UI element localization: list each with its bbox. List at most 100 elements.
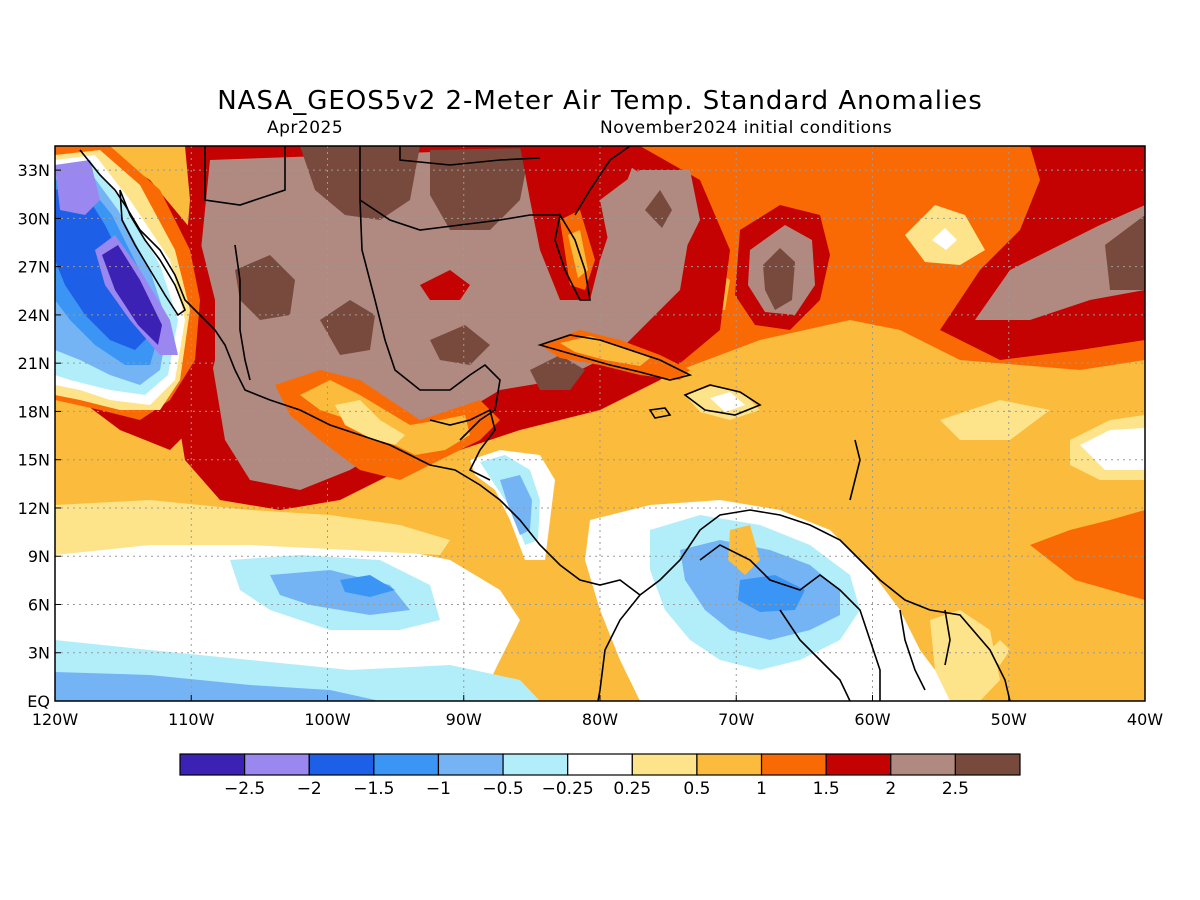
baja-california-outline [119,189,186,317]
anomaly-zone-yellow-brazil [930,610,1000,701]
anomaly-zone-brown-bahamas [600,170,700,270]
jamaica-outline [648,407,672,419]
colorbar-label: −1.5 [353,779,394,799]
colorbar-label: −1 [426,779,451,799]
colorbar-swatch [890,753,956,776]
anomaly-field [55,146,1145,701]
colorbar-label: 0.5 [683,779,710,799]
guyana-border [899,609,926,691]
lat-label: 6N [28,595,50,614]
lon-label: 80W [582,710,618,729]
colorbar-label: 2.5 [942,779,969,799]
colorbar-label: 1.5 [813,779,840,799]
colorbar-label: −2 [297,779,322,799]
anomaly-zone-lavender-pacific [55,160,100,215]
lat-label: 21N [18,354,50,373]
lon-label: 120W [32,710,79,729]
lat-label: 27N [18,258,50,277]
anomaly-zone-darkbrown-ne [1105,215,1145,290]
anomaly-zone-darkbrown-4 [430,148,530,230]
venezuela-colombia-border [699,544,881,701]
florida-outline [554,212,591,301]
colorbar-swatch [373,753,440,776]
lat-label: 15N [18,451,50,470]
lon-label: 60W [854,710,890,729]
anomaly-zone-sky-eq-pacific [55,672,380,701]
colorbar-swatch [179,753,246,776]
colorbar-label: −0.5 [482,779,523,799]
anomaly-zone-darkbrown-2 [235,255,295,320]
anomaly-zone-blue-south-america [738,575,805,612]
init-conditions-label: November2024 initial conditions [600,118,893,138]
colorbar-swatch [825,753,892,776]
map-title: NASA_GEOS5v2 2-Meter Air Temp. Standard … [217,86,983,116]
us-mexico-border [204,146,286,206]
atlantic-coast-us [574,146,631,216]
lon-label: 50W [991,710,1027,729]
anomaly-zone-darkbrown-6 [530,355,585,390]
anomaly-zone-blue-south-pacific [340,575,395,597]
colorbar-swatch [954,753,1021,776]
anomaly-zone-yellow-mexico [335,400,405,445]
colorbar-label: 1 [756,779,767,799]
colorbar-label: −2.5 [224,779,265,799]
lat-label: 9N [28,547,50,566]
lon-label: 70W [718,710,754,729]
brazil-border-west [779,609,851,701]
lat-label: 3N [28,644,50,663]
lat-label: 30N [18,209,50,228]
colorbar-swatch [631,753,698,776]
cuba-outline [537,334,693,381]
lat-label: 33N [18,161,50,180]
lon-label: 100W [304,710,351,729]
anomaly-zone-yellow-south-pacific [55,500,450,555]
colorbar: −2.5 −2 −1.5 −1 −0.5 −0.25 0.25 0.5 1 1.5 2 2.5 [179,753,1021,799]
lon-label: 110W [168,710,215,729]
lon-label: 40W [1127,710,1163,729]
gulf-coast-north [359,199,560,231]
lon-label: 90W [446,710,482,729]
anomaly-zone-darkbrown-5 [430,325,490,365]
gulf-of-california-coast [234,244,251,381]
anomaly-zone-indigo-baja [102,245,162,345]
latitude-labels: 33N 30N 27N 24N 21N 18N 15N 12N 9N 6N 3N EQ [18,161,61,711]
colorbar-swatch [760,753,827,776]
colorbar-swatch [308,753,375,776]
anomaly-zone-brown-ne [975,205,1145,320]
colorbar-label: 0.25 [613,779,651,799]
colorbar-swatch [502,753,569,776]
anomaly-zone-darkbrown-bahamas [645,190,672,228]
colorbar-label: 2 [885,779,896,799]
valid-month-label: Apr2025 [267,118,344,138]
colorbar-label: −0.25 [542,779,594,799]
colorbar-swatch [696,753,763,776]
anomaly-zone-darkbrown-3 [320,300,375,355]
us-state-lines [399,146,541,166]
anomaly-zone-light-cuba [560,336,650,366]
colorbar-swatch [244,753,310,776]
anomaly-zone-yellow-mid [940,400,1050,440]
colorbar-swatch [567,753,633,776]
lat-label: EQ [27,692,50,711]
anomaly-zone-sky-central-america [500,475,532,535]
anomaly-zone-white-atl [932,228,957,250]
anomaly-zone-red-gulf-hole [420,270,470,300]
pacific-coastline [79,149,642,701]
lesser-antilles [849,439,861,501]
suriname-border [944,609,951,666]
anomaly-zone-light-mexico [300,380,470,455]
lat-label: 12N [18,499,50,518]
anomaly-zone-orange-se [1030,510,1145,600]
hispaniola-outline [683,384,762,416]
graticule [55,146,1145,701]
coastlines [79,146,1011,701]
central-america-border [429,408,496,481]
gulf-of-mexico-west-coast [359,146,501,441]
anomaly-zone-white-hispaniola [710,392,745,412]
longitude-labels: 120W 110W 100W 90W 80W 70W 60W 50W 40W [32,695,1163,729]
lat-label: 24N [18,306,50,325]
anomaly-zone-white-se [1080,428,1145,470]
colorbar-swatch [437,753,504,776]
lat-label: 18N [18,402,50,421]
